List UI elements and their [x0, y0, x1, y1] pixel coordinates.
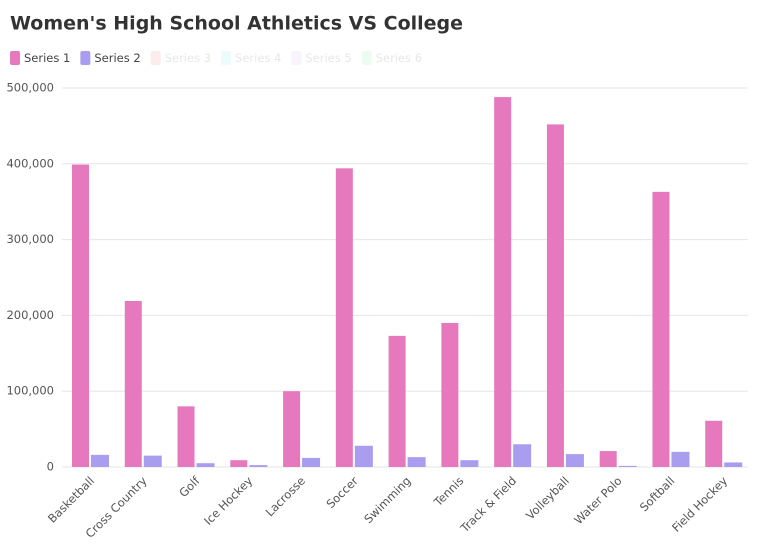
legend-label[interactable]: Series 2	[94, 51, 140, 65]
bar	[407, 457, 426, 467]
bar	[652, 191, 670, 467]
x-tick-label: Ice Hockey	[201, 474, 255, 528]
x-tick-label: Basketball	[45, 474, 97, 526]
bar	[671, 451, 690, 467]
bar	[91, 454, 109, 467]
x-tick-label: Volleyball	[523, 474, 572, 523]
bar	[143, 455, 162, 467]
bar	[388, 335, 406, 467]
y-tick-label: 0	[47, 460, 54, 474]
bar	[724, 462, 743, 467]
legend-label[interactable]: Series 4	[235, 51, 281, 65]
x-tick-label: Tennis	[430, 474, 466, 510]
y-tick-label: 400,000	[6, 156, 54, 170]
bar	[599, 451, 617, 467]
y-tick-label: 500,000	[6, 81, 54, 95]
legend-swatch[interactable]	[221, 51, 232, 65]
bar	[494, 97, 512, 467]
y-tick-label: 100,000	[6, 384, 54, 398]
bar	[124, 300, 142, 467]
x-tick-label: Lacrosse	[263, 474, 309, 520]
legend-label[interactable]: Series 6	[376, 51, 422, 65]
legend-swatch[interactable]	[291, 51, 302, 65]
bar	[513, 444, 532, 467]
bar	[618, 465, 637, 467]
bar	[177, 406, 195, 467]
x-tick-label: Soccer	[323, 474, 361, 512]
bar	[441, 322, 459, 467]
bar	[460, 460, 479, 467]
y-tick-label: 300,000	[6, 232, 54, 246]
bar	[354, 445, 373, 467]
y-tick-label: 200,000	[6, 308, 54, 322]
legend-label[interactable]: Series 1	[24, 51, 70, 65]
bar	[249, 465, 268, 467]
bar	[302, 457, 321, 467]
legend-label[interactable]: Series 5	[305, 51, 351, 65]
bar	[565, 454, 584, 467]
bar	[230, 460, 248, 467]
x-tick-label: Softball	[637, 474, 678, 515]
bar	[705, 420, 723, 467]
x-tick-label: Swimming	[361, 474, 413, 526]
legend-swatch[interactable]	[361, 51, 372, 65]
bar	[72, 164, 89, 468]
legend-label[interactable]: Series 3	[165, 51, 211, 65]
x-tick-label: Golf	[176, 473, 203, 500]
x-tick-label: Field Hockey	[669, 474, 730, 535]
bar	[546, 124, 564, 467]
bar	[283, 391, 301, 467]
legend-swatch[interactable]	[80, 51, 91, 65]
bar	[335, 168, 353, 467]
legend-swatch[interactable]	[10, 51, 20, 65]
x-tick-label: Water Polo	[571, 474, 624, 527]
legend-swatch[interactable]	[150, 51, 161, 65]
chart-title: Women's High School Athletics VS College	[10, 13, 463, 35]
bar	[196, 463, 215, 467]
x-tick-label: Track & Field	[457, 474, 519, 536]
